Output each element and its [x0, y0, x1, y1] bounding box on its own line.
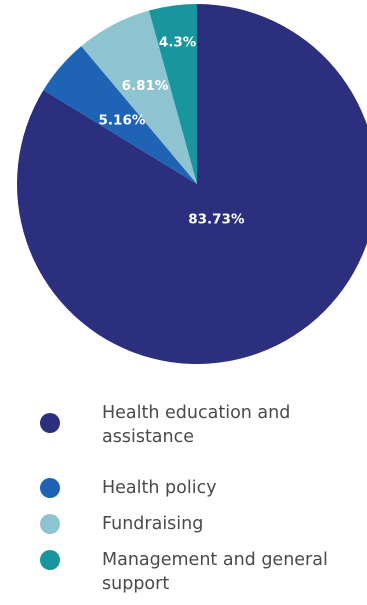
pie-slices	[17, 4, 367, 364]
legend-swatch-health-policy	[40, 478, 60, 498]
pie-slice-fundraising	[81, 10, 197, 184]
legend-label-health-policy: Health policy	[102, 478, 217, 498]
pie-label-fundraising: 6.81%	[122, 78, 169, 94]
pie-chart: 83.73% 5.16% 6.81% 4.3%	[17, 4, 367, 364]
pie-label-health-policy: 5.16%	[99, 112, 146, 128]
legend-swatch-management	[40, 550, 60, 570]
pie-label-management-and-general-support: 4.3%	[159, 34, 197, 50]
legend-label-management: Management and general support	[102, 550, 328, 594]
legend-label-health-education: Health education and assistance	[102, 403, 291, 447]
pie-slice-health-education-and-assistance	[17, 4, 367, 364]
legend-swatch-fundraising	[40, 514, 60, 534]
pie-label-health-education-and-assistance: 83.73%	[188, 212, 245, 228]
pie-labels: 83.73% 5.16% 6.81% 4.3%	[99, 34, 245, 227]
pie-slice-management-and-general-support	[148, 4, 197, 184]
legend-swatch-health-education	[40, 413, 60, 433]
legend-label-fundraising: Fundraising	[102, 514, 204, 534]
pie-slice-health-policy	[43, 46, 197, 184]
